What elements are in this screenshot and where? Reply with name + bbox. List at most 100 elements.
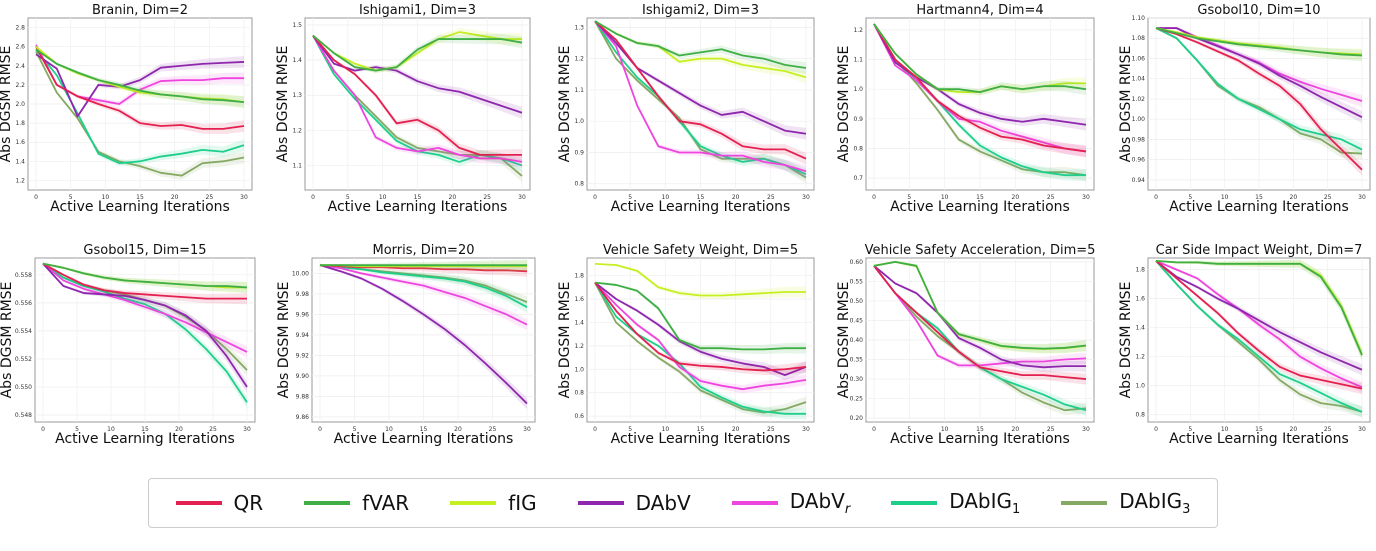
y-tick-label: 9.96 <box>296 311 310 318</box>
y-tick-label: 2.4 <box>15 63 25 70</box>
subplot-7: 0 5 10 15 20 25 30 0.6 0.8 1.0 1.2 1.4 1.6 1.8 Vehicle… <box>557 243 815 447</box>
series-line-DAbIG1 <box>1155 260 1363 413</box>
x-tick-label: 30 <box>243 426 251 433</box>
y-axis-label: Abs DGSM RMSE <box>275 46 291 163</box>
legend-item-fvar: fVAR <box>304 491 409 515</box>
subplot-9: 0 5 10 15 20 25 30 0.8 1.0 1.2 1.4 1.6 1.8 Car Side I… <box>1118 243 1371 447</box>
series-line-DAbVr <box>42 262 248 353</box>
x-tick-label: 20 <box>449 194 457 201</box>
y-tick-label: 1.3 <box>292 92 302 99</box>
x-tick-label: 25 <box>1047 426 1055 433</box>
x-tick-label: 10 <box>662 426 670 433</box>
y-tick-label: 0.558 <box>15 272 32 279</box>
x-tick-label: 0 <box>318 426 322 433</box>
series-line-fVAR <box>873 261 1087 350</box>
legend-item-dabig3: DAbIG3 <box>1061 489 1190 517</box>
y-tick-label: 1.0 <box>574 118 584 125</box>
band-fVAR <box>1156 27 1362 62</box>
series-line-QR <box>873 265 1087 380</box>
y-tick-label: 9.90 <box>296 373 310 380</box>
series-line-QR <box>594 20 807 160</box>
y-axis-label: Abs DGSM RMSE <box>836 46 852 163</box>
y-tick-label: 1.8 <box>15 120 25 127</box>
series-line-fIG <box>594 262 806 297</box>
legend: QR fVAR fIG DAbV DAbVr DAbIG1 DAbIG3 <box>148 478 1218 528</box>
band-QR <box>874 265 1086 385</box>
legend-label: DAbIG3 <box>1119 489 1191 517</box>
y-tick-label: 2.6 <box>15 44 25 51</box>
series-line-DAbV <box>312 35 523 114</box>
y-tick-label: 0.554 <box>15 328 32 335</box>
x-tick-label: 25 <box>767 194 775 201</box>
band-QR <box>36 45 244 135</box>
y-tick-label: 0.25 <box>850 396 864 403</box>
y-tick-label: 1.4 <box>574 319 584 326</box>
band-fVAR <box>874 23 1086 96</box>
series-line-DAbVr <box>873 265 1087 367</box>
band-DAbVr <box>1156 26 1362 107</box>
series-line-QR <box>1155 27 1363 171</box>
series-line-DAbVr <box>873 23 1087 153</box>
y-tick-label: 0.550 <box>15 384 32 391</box>
legend-item-dabv-r: DAbVr <box>731 489 851 517</box>
x-tick-label: 15 <box>1255 194 1263 201</box>
y-axis-label: Abs DGSM RMSE <box>1118 46 1134 163</box>
y-tick-label: 1.5 <box>292 22 302 29</box>
y-tick-label: 1.0 <box>1135 383 1145 390</box>
legend-label: fVAR <box>362 491 410 515</box>
band-fIG <box>595 263 806 300</box>
x-axis-label: Active Learning Iterations <box>55 431 235 447</box>
y-tick-label: 1.06 <box>1132 55 1146 62</box>
x-tick-label: 20 <box>1290 194 1298 201</box>
x-tick-label: 15 <box>976 194 984 201</box>
series-line-QR <box>594 282 807 372</box>
x-tick-label: 10 <box>385 426 393 433</box>
y-tick-label: 0.35 <box>850 357 864 364</box>
band-DAbV <box>43 262 247 393</box>
subplot-8: 0 5 10 15 20 25 30 0.20 0.25 0.30 0.35 0.40 0.45 0.50… <box>836 243 1095 447</box>
x-tick-label: 15 <box>1255 426 1263 433</box>
y-tick-label: 1.0 <box>853 86 863 93</box>
y-tick-label: 9.88 <box>296 393 310 400</box>
subplot-title: Hartmann4, Dim=4 <box>916 3 1043 18</box>
band-DAbIG1 <box>1156 260 1362 418</box>
subplot-title: Vehicle Safety Weight, Dim=5 <box>603 243 798 258</box>
series-line-fIG <box>312 31 522 72</box>
series-line-DAbIG1 <box>319 264 528 308</box>
y-tick-label: 1.2 <box>574 343 584 350</box>
y-axis-label: Abs DGSM RMSE <box>557 46 573 163</box>
y-tick-label: 0.6 <box>574 413 584 420</box>
subplot-title: Morris, Dim=20 <box>372 243 474 258</box>
x-axis-label: Active Learning Iterations <box>334 431 514 447</box>
legend-swatch <box>891 501 938 505</box>
x-tick-label: 20 <box>454 426 462 433</box>
band-DAbVr <box>874 265 1086 369</box>
y-tick-label: 0.8 <box>853 145 863 152</box>
series-line-DAbIG1 <box>594 20 807 176</box>
x-axis-label: Active Learning Iterations <box>890 431 1070 447</box>
subplot-title: Car Side Impact Weight, Dim=7 <box>1156 243 1363 258</box>
x-tick-label: 5 <box>353 426 357 433</box>
band-DAbIG1 <box>874 265 1086 416</box>
x-tick-label: 30 <box>240 194 248 201</box>
y-tick-label: 0.20 <box>850 415 864 422</box>
band-fIG <box>595 20 806 84</box>
series-line-DAbV <box>873 265 1086 369</box>
band-QR <box>595 281 806 376</box>
band-fIG <box>36 45 244 108</box>
x-tick-label: 30 <box>1082 426 1090 433</box>
x-tick-label: 5 <box>907 426 911 433</box>
legend-swatch <box>1061 501 1108 505</box>
y-tick-label: 1.8 <box>574 273 584 280</box>
y-tick-label: 1.1 <box>574 87 584 94</box>
band-DAbIG1 <box>1156 27 1362 156</box>
subplot-title: Vehicle Safety Acceleration, Dim=5 <box>865 243 1096 258</box>
y-tick-label: 0.96 <box>1132 157 1146 164</box>
y-tick-label: 9.98 <box>296 291 310 298</box>
y-tick-label: 0.55 <box>850 278 864 285</box>
series-line-DAbVr <box>312 35 523 163</box>
x-tick-label: 30 <box>523 426 531 433</box>
legend-label: DAbIG1 <box>949 489 1021 517</box>
x-tick-label: 25 <box>1324 426 1332 433</box>
legend-label: DAbVr <box>789 489 851 517</box>
